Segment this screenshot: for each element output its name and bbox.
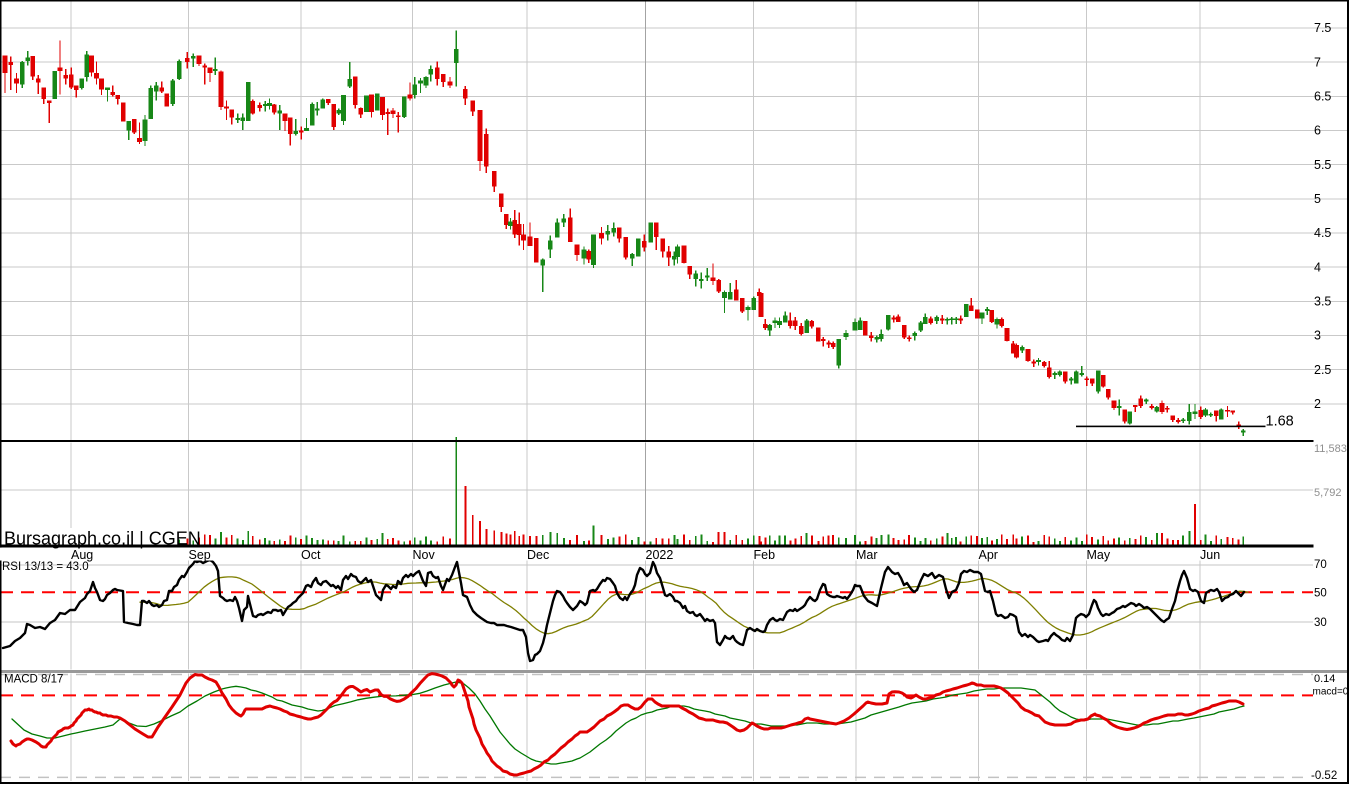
svg-text:7: 7: [1314, 55, 1321, 69]
svg-text:0.14: 0.14: [1314, 673, 1335, 685]
svg-text:Apr: Apr: [979, 548, 998, 562]
svg-text:Oct: Oct: [301, 548, 321, 562]
svg-text:macd=0: macd=0: [1313, 687, 1349, 698]
svg-text:2: 2: [1314, 397, 1321, 411]
svg-text:4: 4: [1314, 260, 1321, 274]
svg-text:Mar: Mar: [856, 548, 878, 562]
svg-text:6.5: 6.5: [1314, 90, 1331, 104]
svg-text:70: 70: [1314, 559, 1327, 571]
svg-text:Aug: Aug: [71, 548, 93, 562]
svg-text:3: 3: [1314, 329, 1321, 343]
svg-text:MACD 8/17: MACD 8/17: [4, 674, 63, 686]
svg-text:50: 50: [1314, 588, 1327, 600]
svg-text:Nov: Nov: [413, 548, 436, 562]
svg-text:5.5: 5.5: [1314, 158, 1331, 172]
svg-text:Bursagraph.co.il | CGEN: Bursagraph.co.il | CGEN: [4, 529, 201, 549]
svg-text:6: 6: [1314, 124, 1321, 138]
svg-text:7.5: 7.5: [1314, 21, 1331, 35]
svg-text:4.5: 4.5: [1314, 226, 1331, 240]
svg-text:30: 30: [1314, 617, 1327, 629]
svg-text:2022: 2022: [646, 548, 674, 562]
svg-text:11,583: 11,583: [1314, 443, 1347, 455]
svg-text:2.5: 2.5: [1314, 363, 1331, 377]
svg-text:RSI 13/13 = 43.0: RSI 13/13 = 43.0: [2, 561, 89, 573]
svg-text:5: 5: [1314, 192, 1321, 206]
svg-text:5,792: 5,792: [1314, 487, 1342, 499]
svg-text:Dec: Dec: [527, 548, 549, 562]
svg-text:May: May: [1087, 548, 1111, 562]
svg-text:1.68: 1.68: [1266, 414, 1294, 430]
svg-text:3.5: 3.5: [1314, 295, 1331, 309]
svg-text:Sep: Sep: [189, 548, 211, 562]
svg-text:Feb: Feb: [754, 548, 776, 562]
svg-text:-0.52: -0.52: [1311, 770, 1337, 782]
svg-text:Jun: Jun: [1200, 548, 1220, 562]
